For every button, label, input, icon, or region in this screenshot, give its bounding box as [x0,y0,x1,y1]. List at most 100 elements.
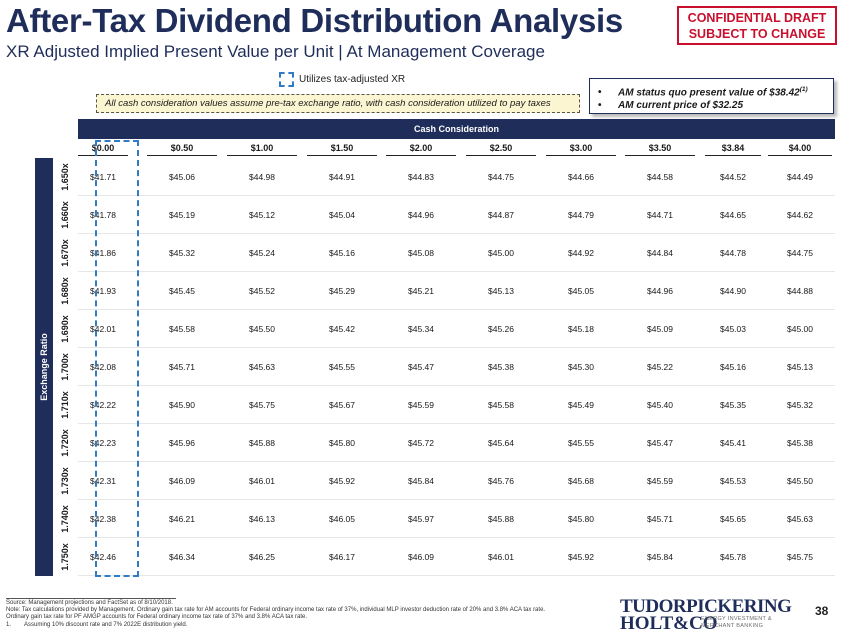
row-divider [78,195,835,196]
footnote-1: 1. Assuming 10% discount rate and 7% 2022… [6,622,606,629]
table-cell: $44.49 [787,172,813,182]
footnote-1-marker: 1. [6,621,12,628]
confidential-stamp: CONFIDENTIAL DRAFT SUBJECT TO CHANGE [677,6,837,45]
table-cell-xr-adjusted: $41.71 [90,172,116,182]
table-cell: $45.35 [720,400,746,410]
table-cell: $45.90 [169,400,195,410]
table-row: 1.720x $42.23 $45.96 $45.88 $45.80 $45.72 $45.… [55,424,835,462]
table-cell: $45.78 [720,552,746,562]
table-cell-xr-adjusted: $42.38 [90,514,116,524]
table-cell: $45.00 [787,324,813,334]
row-divider [78,271,835,272]
table-cell: $45.13 [488,286,514,296]
table-cell: $46.25 [249,552,275,562]
row-label: 1.650x [55,158,75,196]
column-header: $2.50 [466,141,536,156]
table-cell: $45.58 [488,400,514,410]
table-cell-xr-adjusted: $42.08 [90,362,116,372]
table-cell: $45.16 [720,362,746,372]
table-cell: $45.53 [720,476,746,486]
table-cell: $44.78 [720,248,746,258]
table-cell: $45.21 [408,286,434,296]
table-cell: $45.84 [408,476,434,486]
table-cell: $45.34 [408,324,434,334]
tax-adjusted-xr-highlight [95,140,139,577]
table-cell: $44.52 [720,172,746,182]
footnotes: Source: Management projections and FactS… [6,600,606,629]
am-status-quo-text: AM status quo present value of $38.42 [618,87,800,99]
table-cell: $45.38 [488,362,514,372]
table-cell: $44.84 [647,248,673,258]
table-cell: $46.17 [329,552,355,562]
exchange-ratio-label: Exchange Ratio [39,333,49,401]
row-label-text: 1.720x [60,429,70,457]
table-cell: $45.67 [329,400,355,410]
am-callout-box: AM status quo present value of $38.42(1)… [589,78,834,114]
xr-legend-label: Utilizes tax-adjusted XR [299,73,406,85]
row-label-text: 1.680x [60,277,70,305]
table-cell: $45.71 [647,514,673,524]
row-divider [78,537,835,538]
column-header: $3.84 [705,141,761,156]
row-divider [78,309,835,310]
table-cell: $44.92 [568,248,594,258]
am-current-price-item: AM current price of $32.25 [598,99,833,112]
dashed-box-icon [279,71,294,87]
row-label: 1.700x [55,348,75,386]
cash-consideration-note: All cash consideration values assume pre… [96,94,580,113]
table-cell: $45.50 [787,476,813,486]
table-cell: $44.87 [488,210,514,220]
row-label: 1.660x [55,196,75,234]
table-cell: $45.75 [249,400,275,410]
table-row: 1.710x $42.22 $45.90 $45.75 $45.67 $45.59 $45.… [55,386,835,424]
row-label-text: 1.700x [60,353,70,381]
table-cell: $45.52 [249,286,275,296]
row-label-text: 1.740x [60,505,70,533]
footnote-note-1: Note: Tax calculations provided by Manag… [6,607,546,614]
table-cell: $45.97 [408,514,434,524]
table-cell: $44.58 [647,172,673,182]
table-cell: $45.75 [787,552,813,562]
table-cell: $44.96 [647,286,673,296]
confidential-line-1: CONFIDENTIAL DRAFT [687,11,827,25]
table-cell: $45.92 [329,476,355,486]
table-cell: $44.83 [408,172,434,182]
table-cell: $45.12 [249,210,275,220]
table-cell: $45.65 [720,514,746,524]
table-cell: $45.05 [568,286,594,296]
table-cell: $45.88 [488,514,514,524]
table-cell-xr-adjusted: $41.93 [90,286,116,296]
table-cell: $45.49 [568,400,594,410]
table-cell: $45.09 [647,324,673,334]
page-title: After-Tax Dividend Distribution Analysis [6,2,623,39]
logo-tagline: ENERGY INVESTMENT & MERCHANT BANKING [701,616,772,629]
table-cell: $44.88 [787,286,813,296]
row-label: 1.720x [55,424,75,462]
footnote-1-text: Assuming 10% discount rate and 7% 2022E … [24,621,188,628]
table-cell: $44.90 [720,286,746,296]
row-label-text: 1.690x [60,315,70,343]
table-row: 1.740x $42.38 $46.21 $46.13 $46.05 $45.97 $45.… [55,500,835,538]
row-label: 1.710x [55,386,75,424]
table-cell: $45.96 [169,438,195,448]
table-cell: $45.24 [249,248,275,258]
row-label-text: 1.730x [60,467,70,495]
cash-consideration-header: Cash Consideration [78,119,835,139]
table-cell: $45.30 [568,362,594,372]
page-number: 38 [815,604,829,618]
column-header: $0.50 [147,141,217,156]
row-label-text: 1.650x [60,163,70,191]
table-cell: $45.50 [249,324,275,334]
exchange-ratio-axis: Exchange Ratio [35,158,53,576]
table-cell: $45.41 [720,438,746,448]
table-cell: $44.75 [787,248,813,258]
table-cell: $45.63 [787,514,813,524]
table-cell: $45.45 [169,286,195,296]
table-cell: $46.01 [488,552,514,562]
table-row: 1.730x $42.31 $46.09 $46.01 $45.92 $45.84 $45.… [55,462,835,500]
table-row: 1.670x $41.86 $45.32 $45.24 $45.16 $45.08 $45.… [55,234,835,272]
table-cell: $44.62 [787,210,813,220]
table-row: 1.750x $42.46 $46.34 $46.25 $46.17 $46.09 $46.… [55,538,835,576]
table-row: 1.650x $41.71 $45.06 $44.98 $44.91 $44.83 $44.… [55,158,835,196]
xr-legend: Utilizes tax-adjusted XR [279,71,405,87]
